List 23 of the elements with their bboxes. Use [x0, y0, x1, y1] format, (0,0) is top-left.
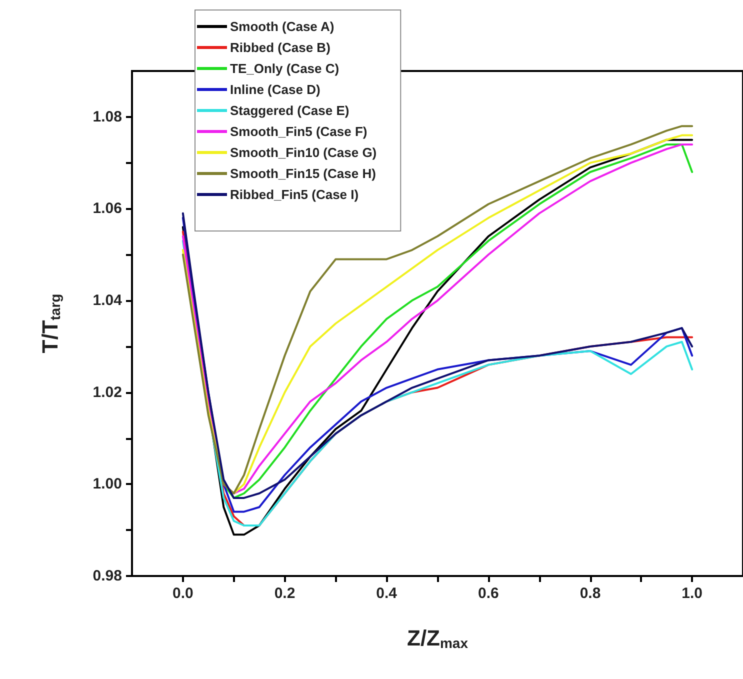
- legend-label: Inline (Case D): [230, 82, 320, 97]
- y-axis-title: T/Ttarg: [38, 294, 63, 354]
- x-tick-label: 0.4: [376, 585, 398, 602]
- y-tick-label: 1.02: [92, 384, 122, 401]
- y-tick-label: 1.06: [92, 200, 122, 218]
- legend-label: Smooth_Fin10 (Case G): [230, 145, 377, 160]
- legend-label: TE_Only (Case C): [230, 61, 340, 76]
- x-tick-label: 0.8: [580, 585, 601, 602]
- x-tick-label: 0.2: [274, 585, 296, 602]
- x-tick-label: 0.6: [478, 585, 499, 602]
- legend-label: Ribbed (Case B): [230, 40, 330, 55]
- legend-label: Smooth_Fin5 (Case F): [230, 124, 368, 139]
- x-tick-label: 1.0: [682, 585, 703, 602]
- y-tick-label: 1.00: [92, 476, 122, 493]
- legend-label: Smooth_Fin15 (Case H): [230, 166, 376, 181]
- legend-label: Smooth (Case A): [230, 19, 334, 34]
- y-tick-label: 1.04: [92, 292, 123, 310]
- x-axis-title: Z/Zmax: [406, 626, 468, 651]
- y-tick-label: 1.08: [92, 108, 122, 126]
- x-tick-label: 0.0: [172, 585, 194, 602]
- legend-label: Ribbed_Fin5 (Case I): [230, 187, 359, 202]
- y-tick-label: 0.98: [92, 568, 122, 584]
- legend-label: Staggered (Case E): [230, 103, 350, 118]
